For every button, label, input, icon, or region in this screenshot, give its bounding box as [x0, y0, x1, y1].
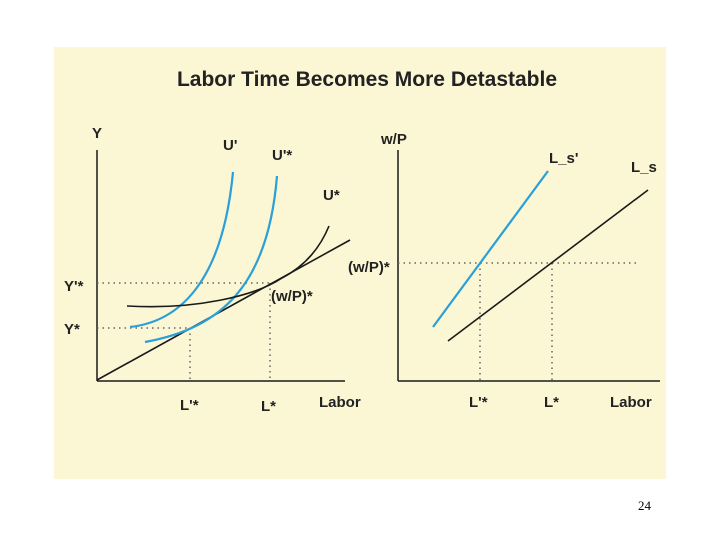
curve-u-prime [129, 171, 235, 329]
supply-line-ls-prime [432, 170, 549, 328]
label-y-prime-star: Y'* [64, 278, 84, 295]
wage-line [96, 239, 351, 381]
label-u-prime: U' [223, 137, 237, 154]
curve-u-prime-star [144, 175, 279, 344]
label-y-star: Y* [64, 321, 80, 338]
page-number: 24 [638, 498, 651, 513]
supply-line-ls [447, 189, 649, 342]
label-u-star: U* [323, 187, 340, 204]
label-l-star-right: L* [544, 394, 559, 411]
label-ls-prime: L_s' [549, 150, 578, 167]
label-u-prime-star: U'* [272, 147, 292, 164]
label-l-prime-star-left: L'* [180, 397, 199, 414]
label-wage-star: (w/P)* [348, 259, 390, 276]
left-x-axis-label: Labor [319, 394, 361, 411]
label-l-prime-star-right: L'* [469, 394, 488, 411]
right-x-axis-label: Labor [610, 394, 652, 411]
label-ls: L_s [631, 159, 657, 176]
left-y-axis-label: Y [92, 125, 102, 142]
diagram-title: Labor Time Becomes More Detastable [177, 68, 557, 91]
label-wage-slope: (w/P)* [271, 288, 313, 305]
curve-u-star [126, 225, 330, 308]
right-y-axis-label: w/P [380, 131, 407, 148]
label-l-star-left: L* [261, 398, 276, 415]
